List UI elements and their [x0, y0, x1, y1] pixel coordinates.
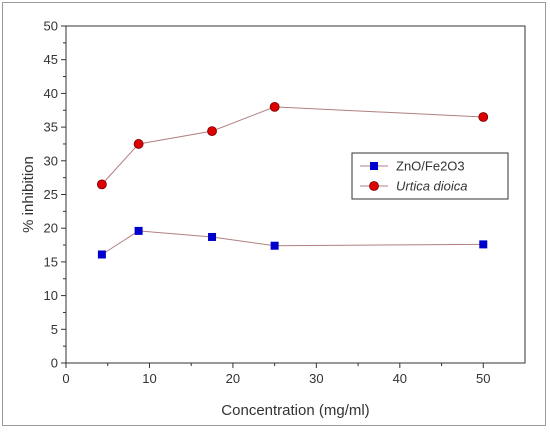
- y-tick-label: 50: [44, 19, 58, 34]
- x-tick-label: 20: [226, 371, 240, 386]
- data-point: [478, 112, 489, 122]
- y-tick-label: 25: [44, 187, 58, 202]
- data-point: [208, 232, 217, 241]
- data-point: [207, 126, 217, 137]
- x-tick-label: 0: [62, 371, 69, 386]
- series-line: [101, 230, 484, 255]
- x-tick-label: 30: [309, 371, 323, 386]
- y-tick-label: 40: [44, 86, 58, 101]
- x-tick-label: 10: [142, 371, 156, 386]
- series-1: [96, 101, 489, 190]
- y-tick-label: 10: [44, 288, 58, 303]
- data-point: [479, 240, 488, 249]
- y-axis-label: % inhibition: [20, 156, 37, 233]
- data-point: [269, 101, 280, 112]
- legend-box: [351, 152, 509, 200]
- y-tick-label: 45: [44, 52, 58, 67]
- line-chart: 0 10 20 30 40 50 0 5 10 15 20 25 30 35 40 45 50 Concentr…: [20, 19, 526, 419]
- y-tick-label: 15: [44, 254, 58, 269]
- legend-label: ZnO/Fe2O3: [396, 159, 465, 174]
- x-tick-label: 40: [393, 371, 407, 386]
- y-tick-label: 20: [44, 221, 58, 236]
- data-point: [133, 139, 144, 149]
- y-tick-label: 5: [51, 322, 58, 337]
- data-point: [97, 250, 106, 259]
- data-point: [134, 226, 143, 235]
- legend-label: Urtica dioica: [396, 179, 468, 194]
- y-tick-label: 35: [44, 120, 58, 135]
- legend: ZnO/Fe2O3 Urtica dioica: [351, 152, 509, 200]
- series-layer: [96, 101, 489, 259]
- y-tick-label: 0: [51, 356, 58, 371]
- legend-entry-zno-fe2o3: ZnO/Fe2O3: [360, 159, 465, 174]
- data-point: [96, 179, 107, 190]
- data-point: [270, 241, 279, 250]
- legend-marker-square: [370, 162, 378, 170]
- ticks: 0 10 20 30 40 50 0 5 10 15 20 25 30 35 40 45 50: [44, 19, 491, 387]
- x-axis-label: Concentration (mg/ml): [221, 402, 369, 419]
- legend-entry-urtica-dioica: Urtica dioica: [360, 179, 468, 194]
- legend-marker-circle: [369, 181, 379, 191]
- x-tick-label: 50: [476, 371, 490, 386]
- series-0: [97, 226, 488, 259]
- y-tick-label: 30: [44, 153, 58, 168]
- chart-frame: 0 10 20 30 40 50 0 5 10 15 20 25 30 35 40 45 50 Concentr…: [2, 2, 546, 426]
